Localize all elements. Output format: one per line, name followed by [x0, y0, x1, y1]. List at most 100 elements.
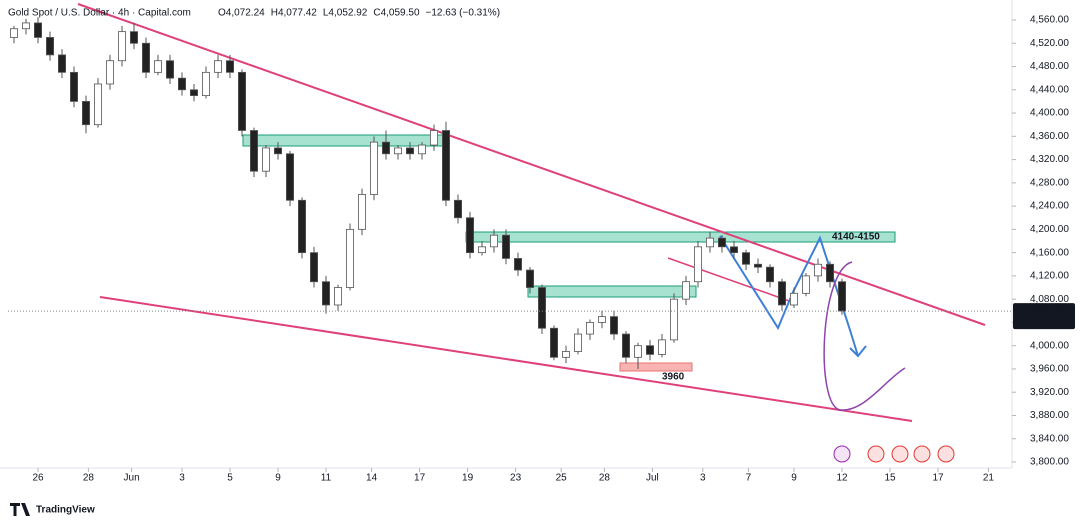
x-tick-label: 9: [791, 473, 797, 484]
x-tick-label: 21: [983, 473, 995, 484]
candle-body: [94, 83, 103, 126]
candle-body: [538, 287, 547, 329]
candle-body: [610, 316, 619, 335]
candle-body: [766, 266, 775, 283]
candle-body: [550, 327, 559, 358]
header-symbol: Gold Spot / U.S. Dollar · 4h · Capital.c…: [8, 8, 191, 19]
event-icon: [891, 445, 909, 463]
y-tick-label: 4,120.00: [1030, 271, 1069, 282]
brand-logo: [10, 503, 30, 516]
x-tick-label: 5: [227, 473, 233, 484]
candle-body: [477, 246, 486, 254]
candle-body: [321, 281, 330, 306]
ohlc-value: −12.63 (−0.31%): [426, 8, 501, 19]
candle-body: [730, 246, 739, 254]
y-tick-label: 4,080.00: [1030, 294, 1069, 305]
candle-body: [165, 60, 174, 79]
candle-body: [237, 71, 246, 131]
y-tick-label: 4,320.00: [1030, 154, 1069, 165]
x-tick-label: Jun: [124, 473, 140, 484]
candle-body: [441, 130, 450, 201]
candle-body: [369, 141, 378, 195]
annotation: 4140-4150: [832, 232, 880, 243]
ohlc-value: C4,059.50: [373, 8, 420, 19]
candle-body: [742, 252, 751, 265]
candle-body: [345, 228, 354, 288]
x-tick-label: 3: [700, 473, 706, 484]
candle-body: [201, 71, 210, 97]
ohlc-value: H4,077.42: [271, 8, 318, 19]
event-icon: [913, 445, 931, 463]
candle-body: [501, 234, 510, 259]
candle-body: [309, 252, 318, 283]
x-tick-label: 25: [556, 473, 568, 484]
candle-body: [273, 147, 282, 155]
candle-body: [261, 147, 270, 172]
candle-body: [177, 77, 186, 91]
candle-body: [646, 345, 655, 355]
y-tick-label: 4,160.00: [1030, 247, 1069, 258]
projection-arrow: [719, 235, 867, 358]
brand: TradingView: [36, 505, 95, 516]
candle-body: [82, 101, 91, 126]
x-tick-label: 9: [275, 473, 281, 484]
candle-body: [417, 144, 426, 155]
candle-body: [34, 22, 43, 38]
y-tick-label: 4,480.00: [1030, 61, 1069, 72]
y-tick-label: 3,800.00: [1030, 457, 1069, 468]
ohlc-readout: O4,072.24 H4,077.42 L4,052.92 C4,059.50 −12.…: [218, 8, 500, 19]
x-tick-label: 14: [366, 473, 378, 484]
x-tick-label: 19: [462, 473, 474, 484]
y-tick-label: 4,400.00: [1030, 108, 1069, 119]
candle-body: [46, 37, 55, 56]
ohlc-value: L4,052.92: [323, 8, 368, 19]
x-tick-label: 17: [932, 473, 944, 484]
x-tick-label: 28: [599, 473, 611, 484]
y-tick-label: 4,560.00: [1030, 15, 1069, 26]
candle-body: [754, 263, 763, 268]
y-tick-label: 4,280.00: [1030, 177, 1069, 188]
candle-body: [682, 281, 691, 300]
candle-body: [141, 42, 150, 73]
candle-body: [814, 263, 823, 277]
x-tick-label: 17: [414, 473, 426, 484]
candle-body: [514, 258, 523, 271]
candle-body: [634, 345, 643, 358]
y-tick-label: 4,440.00: [1030, 84, 1069, 95]
candle-body: [574, 333, 583, 352]
event-icon: [937, 445, 955, 463]
candle-body: [225, 60, 234, 73]
y-tick-label: 4,360.00: [1030, 131, 1069, 142]
candle-body: [586, 322, 595, 335]
candle-body: [393, 147, 402, 155]
candle-body: [453, 199, 462, 219]
y-tick-label: 4,520.00: [1030, 38, 1069, 49]
candle-body: [297, 199, 306, 254]
candle-body: [118, 31, 127, 62]
candle-body: [429, 130, 438, 146]
x-tick-label: 3: [179, 473, 185, 484]
candle-body: [357, 194, 366, 230]
candle-body: [838, 281, 847, 312]
y-tick-label: 3,960.00: [1030, 364, 1069, 375]
candle-body: [718, 237, 727, 248]
x-tick-label: 15: [884, 473, 896, 484]
candle-body: [189, 89, 198, 97]
candle-body: [526, 269, 535, 288]
x-tick-label: 28: [83, 473, 95, 484]
candle-body: [802, 275, 811, 294]
countdown: 02:08:27: [1025, 317, 1064, 328]
zone: [619, 362, 693, 372]
candle-body: [465, 217, 474, 254]
candle-body: [58, 54, 67, 73]
candle-body: [381, 141, 390, 155]
trendline: [667, 257, 793, 303]
zone: [527, 285, 697, 298]
candle-body: [70, 71, 79, 102]
y-tick-label: 4,240.00: [1030, 201, 1069, 212]
candle-body: [285, 153, 294, 201]
candle-body: [826, 263, 835, 283]
zone: [242, 134, 446, 147]
candle-body: [670, 298, 679, 341]
